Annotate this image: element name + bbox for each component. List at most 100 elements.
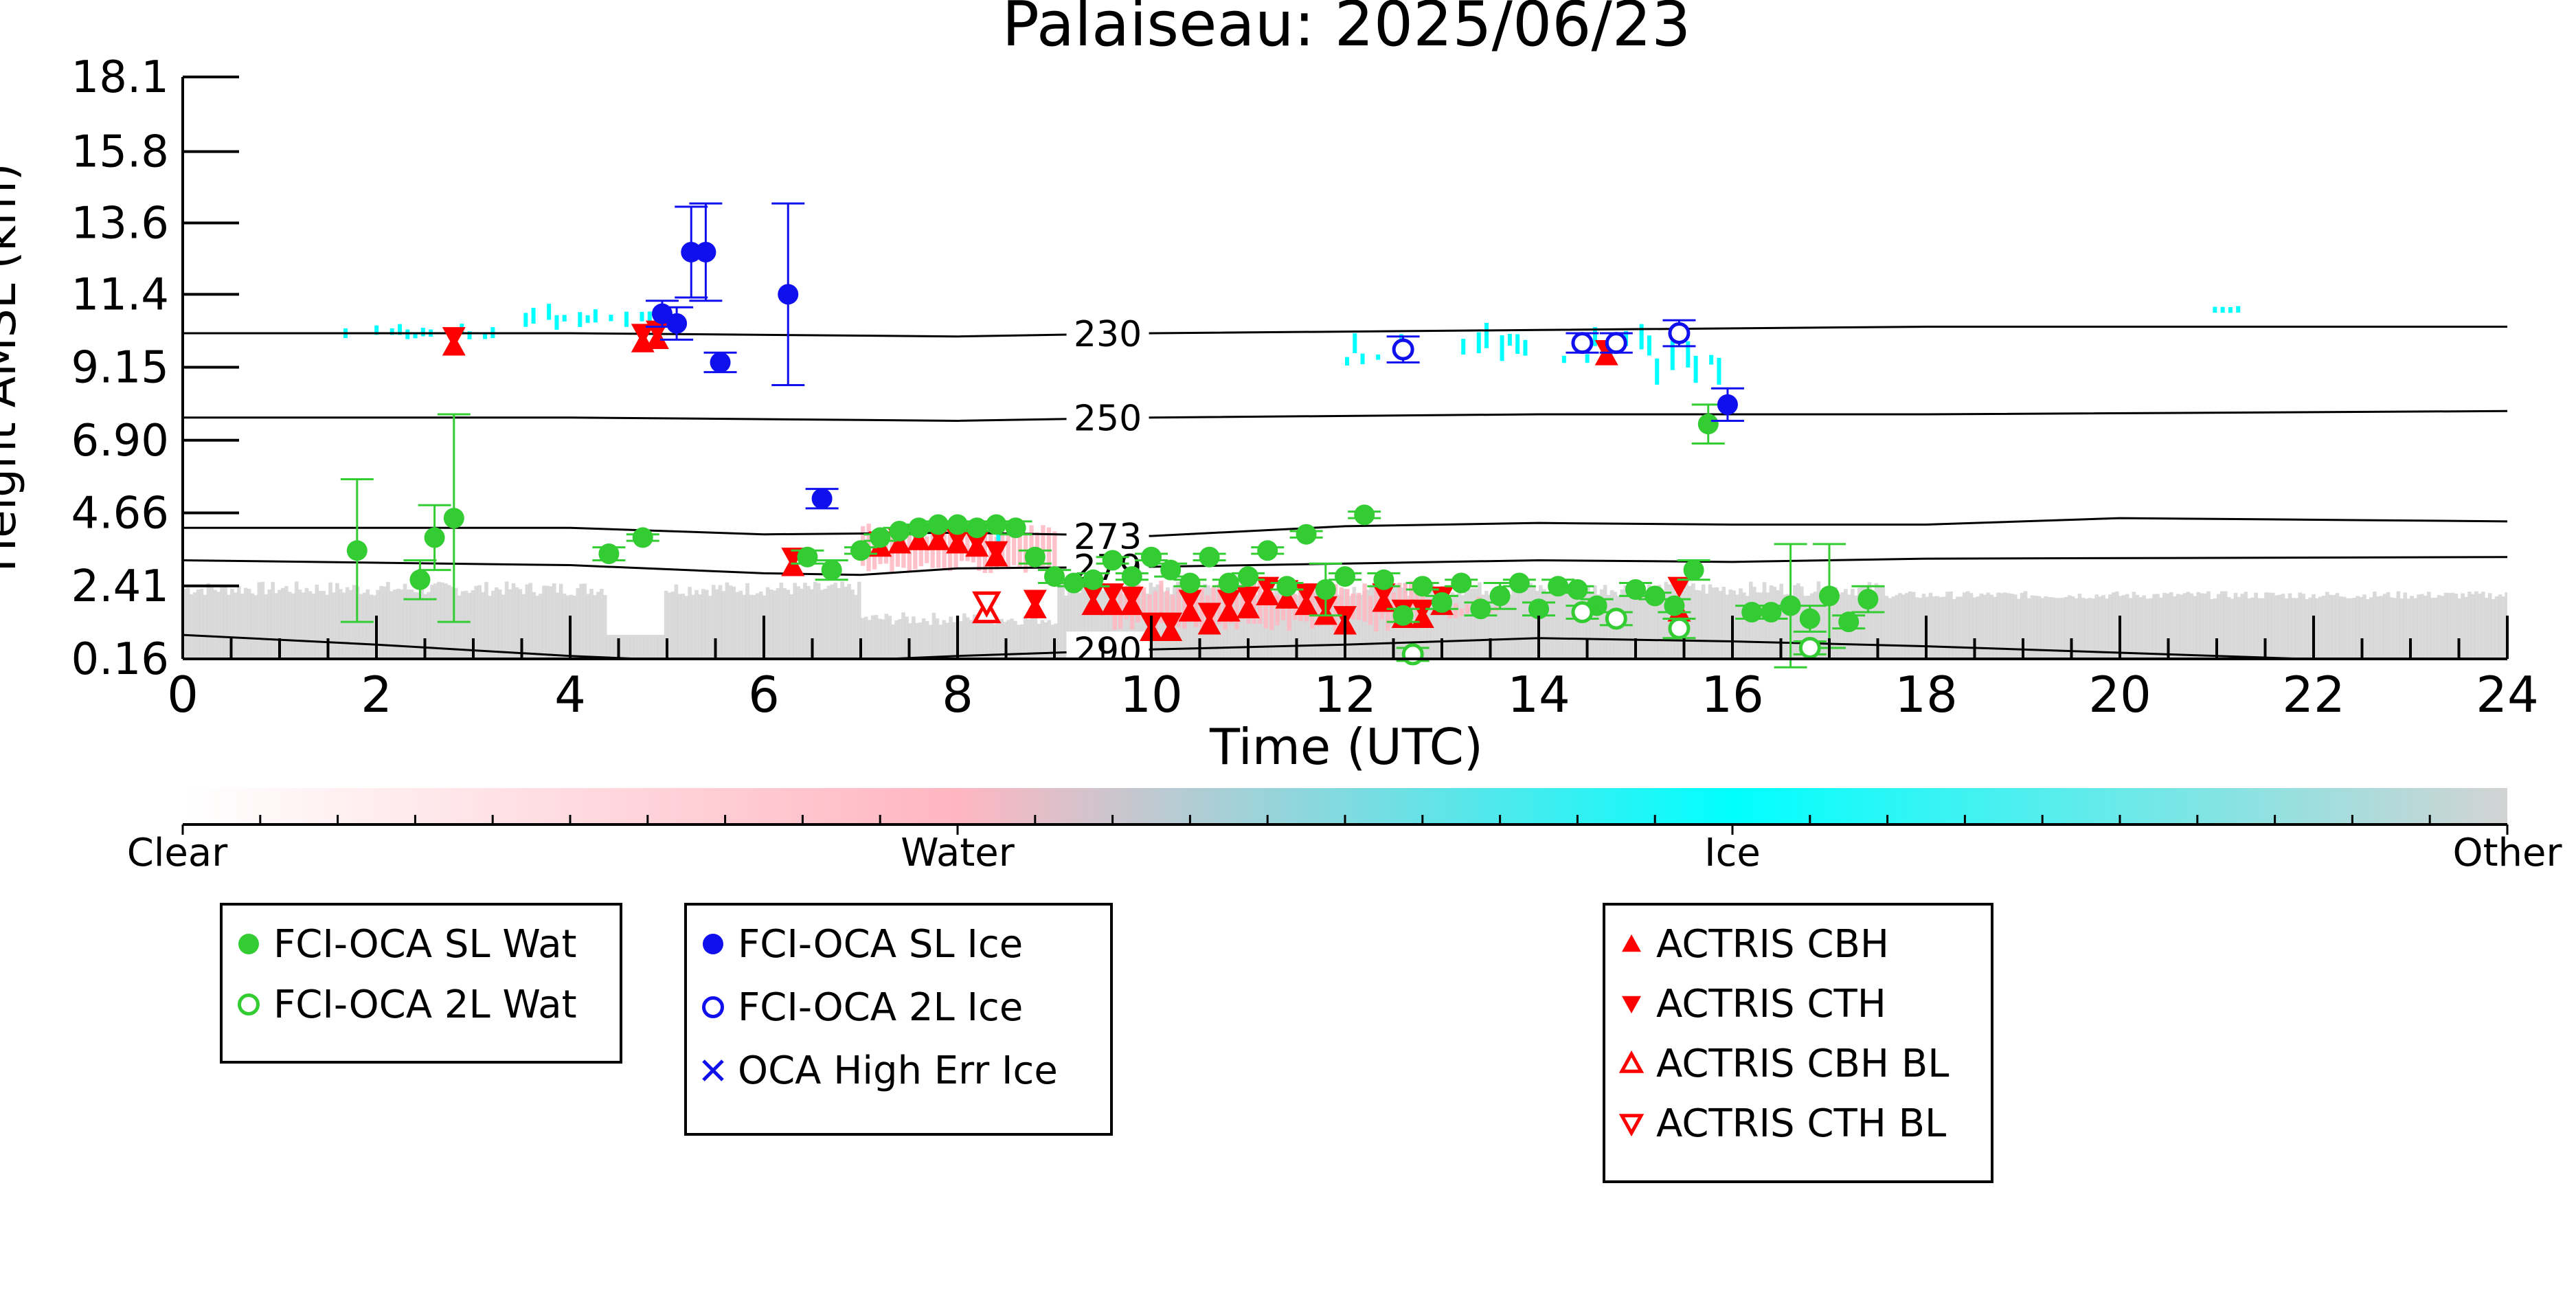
cloud-mask-column: [2406, 598, 2410, 659]
cloud-mask-column: [1667, 584, 1672, 659]
cloud-mask-column: [2030, 595, 2035, 659]
y-axis-label: Height AMSL (km): [0, 164, 26, 572]
x-tick-label: 18: [1895, 666, 1958, 723]
x-tick-label: 12: [1313, 666, 1377, 723]
cloud-mask-column: [2114, 591, 2119, 659]
legend-swatch: [238, 934, 259, 954]
ice-cloud-streak: [1693, 355, 1698, 383]
data-point: [1197, 603, 1221, 625]
cloud-mask-column: [1054, 623, 1058, 659]
cloud-mask-column: [2298, 592, 2303, 659]
y-tick-label: 6.90: [71, 416, 170, 467]
water-cloud-column: [1298, 585, 1303, 621]
cloud-mask-column: [782, 588, 787, 659]
x-tick-label: 2: [361, 666, 392, 723]
colorbar-label-water: Water: [901, 831, 1015, 875]
water-cloud-column: [1029, 525, 1034, 568]
data-point: [1567, 579, 1588, 600]
cloud-mask-column: [2203, 593, 2207, 659]
cloud-mask-column: [2176, 594, 2180, 659]
data-point: [1178, 590, 1202, 611]
data-point: [1645, 585, 1666, 607]
cloud-mask-column: [2074, 598, 2079, 659]
water-cloud-column: [1046, 527, 1052, 570]
data-point: [346, 540, 368, 561]
data-point: [967, 517, 988, 539]
cloud-mask-column: [996, 622, 1001, 659]
data-point: [1668, 322, 1691, 344]
cloud-mask-column: [2443, 592, 2448, 659]
cloud-mask-column: [1921, 594, 1926, 659]
cloud-mask-column: [1125, 585, 1129, 659]
legend-item: OCA High Err Ice: [702, 1048, 1058, 1093]
cloud-mask-column: [989, 618, 994, 659]
cloud-mask-column: [844, 586, 848, 659]
cloud-mask-column: [1891, 596, 1895, 659]
cloud-mask-column: [2200, 593, 2204, 659]
cloud-mask-column: [1945, 592, 1950, 659]
cloud-mask-column: [1914, 597, 1919, 659]
cloud-mask-column: [1942, 596, 1946, 659]
x-tick-label: 20: [2088, 666, 2151, 723]
cloud-mask-column: [1091, 587, 1096, 659]
data-point: [1373, 569, 1394, 590]
cloud-mask-column: [2321, 596, 2326, 659]
isotherm-line: [183, 326, 2507, 338]
cloud-mask-column: [905, 616, 909, 659]
cloud-mask-column: [2410, 596, 2414, 659]
cloud-mask-column: [1586, 585, 1590, 659]
cloud-mask-column: [1965, 591, 1970, 659]
cloud-mask-column: [1759, 592, 1763, 659]
water-cloud-column: [1171, 594, 1175, 622]
ice-cloud-streak: [483, 333, 488, 339]
cloud-mask-column: [2193, 596, 2197, 659]
water-cloud-column: [1362, 583, 1367, 622]
data-point: [1257, 540, 1278, 561]
ice-cloud-streak: [1639, 324, 1644, 350]
cloud-mask-column: [1135, 592, 1140, 659]
cloud-mask-column: [2373, 591, 2377, 659]
legend-swatch: [702, 996, 724, 1018]
cloud-mask-column: [833, 582, 838, 659]
cloud-mask-column: [681, 593, 686, 659]
cloud-mask-column: [227, 594, 231, 659]
cloud-mask-column: [1695, 590, 1699, 659]
cloud-mask-column: [2308, 597, 2312, 659]
cloud-mask-column: [2393, 598, 2397, 659]
data-point: [947, 514, 968, 535]
cloud-mask-column: [2487, 593, 2492, 659]
data-point: [1780, 595, 1801, 616]
cloud-mask-column: [1142, 591, 1146, 659]
cloud-mask-column: [2179, 594, 2184, 659]
cloud-mask-column: [1752, 587, 1756, 659]
cloud-mask-column: [2379, 596, 2384, 659]
cloud-mask-column: [1030, 618, 1035, 659]
cloud-mask-column: [491, 590, 495, 659]
cloud-mask-column: [847, 583, 851, 659]
legend-item: ACTRIS CTH BL: [1618, 1101, 1946, 1146]
cloud-mask-column: [1901, 594, 1906, 659]
isotherm-label-bg: [1066, 399, 1149, 436]
cloud-mask-column: [2284, 598, 2289, 659]
cloud-mask-column: [800, 588, 804, 659]
cloud-mask-column: [362, 592, 367, 659]
cloud-mask-column: [558, 583, 563, 659]
cloud-mask-column: [257, 582, 262, 659]
cloud-mask-column: [2305, 599, 2309, 659]
cloud-mask-column: [1606, 594, 1611, 659]
data-point: [908, 517, 929, 539]
ice-cloud-streak: [2213, 306, 2217, 313]
cloud-mask-column: [1450, 592, 1455, 659]
series-fci-oca-sl-ice: [645, 202, 1744, 510]
legend-label: FCI-OCA SL Wat: [273, 922, 577, 967]
cloud-mask-column: [2244, 592, 2248, 659]
cloud-mask-column: [271, 582, 275, 659]
cloud-mask-column: [2338, 596, 2343, 659]
cloud-mask-column: [359, 594, 363, 659]
ice-cloud-streak: [1709, 355, 1714, 365]
cloud-mask-column: [278, 590, 282, 659]
isotherm-label-bg: [1066, 315, 1149, 351]
cloud-mask-column: [931, 612, 936, 659]
cloud-mask-column: [691, 594, 695, 659]
cloud-mask-column: [1772, 586, 1777, 659]
